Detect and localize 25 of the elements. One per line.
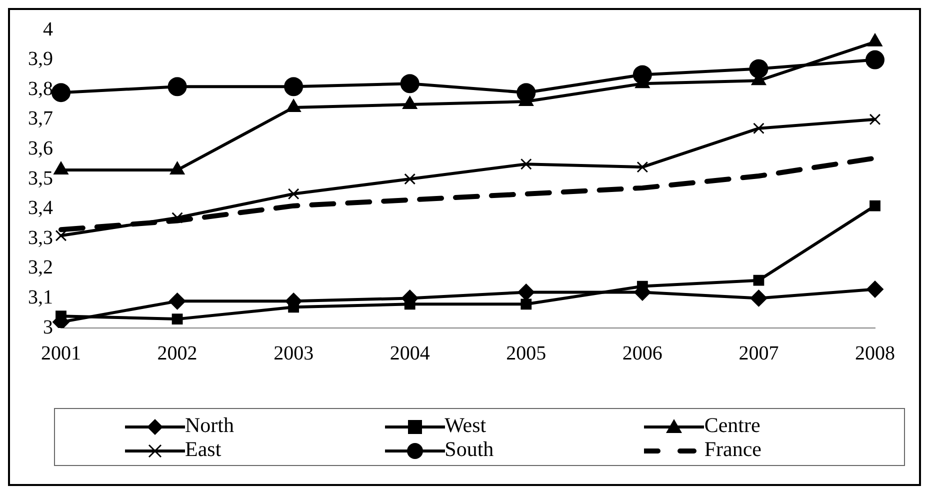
legend-label: France — [704, 437, 762, 462]
y-tick-label: 3 — [43, 316, 53, 338]
y-tick-label: 3,6 — [28, 137, 53, 160]
x-tick-label: 2006 — [622, 342, 662, 364]
legend-label: South — [444, 437, 494, 462]
y-tick-label: 3,8 — [28, 78, 53, 100]
y-tick-label: 4 — [43, 18, 53, 40]
x-tick-label: 2001 — [41, 342, 81, 364]
legend-label: Centre — [704, 413, 760, 437]
legend-label: North — [185, 413, 234, 437]
y-tick-label: 3,7 — [28, 108, 53, 130]
x-tick-label: 2003 — [274, 342, 314, 364]
x-tick-label: 2007 — [738, 342, 779, 364]
y-tick-label: 3,2 — [28, 256, 53, 279]
x-tick-label: 2002 — [157, 342, 198, 364]
y-tick-label: 3,4 — [28, 197, 53, 220]
y-tick-label: 3,3 — [28, 226, 53, 249]
y-tick-label: 3,9 — [28, 48, 53, 70]
y-tick-label: 3,1 — [28, 286, 53, 308]
x-tick-label: 2004 — [390, 342, 430, 364]
x-tick-label: 2008 — [855, 342, 895, 364]
legend-label: East — [185, 437, 222, 462]
x-tick-label: 2005 — [506, 342, 546, 364]
y-tick-label: 3,5 — [28, 167, 53, 190]
legend-label: West — [444, 413, 486, 437]
